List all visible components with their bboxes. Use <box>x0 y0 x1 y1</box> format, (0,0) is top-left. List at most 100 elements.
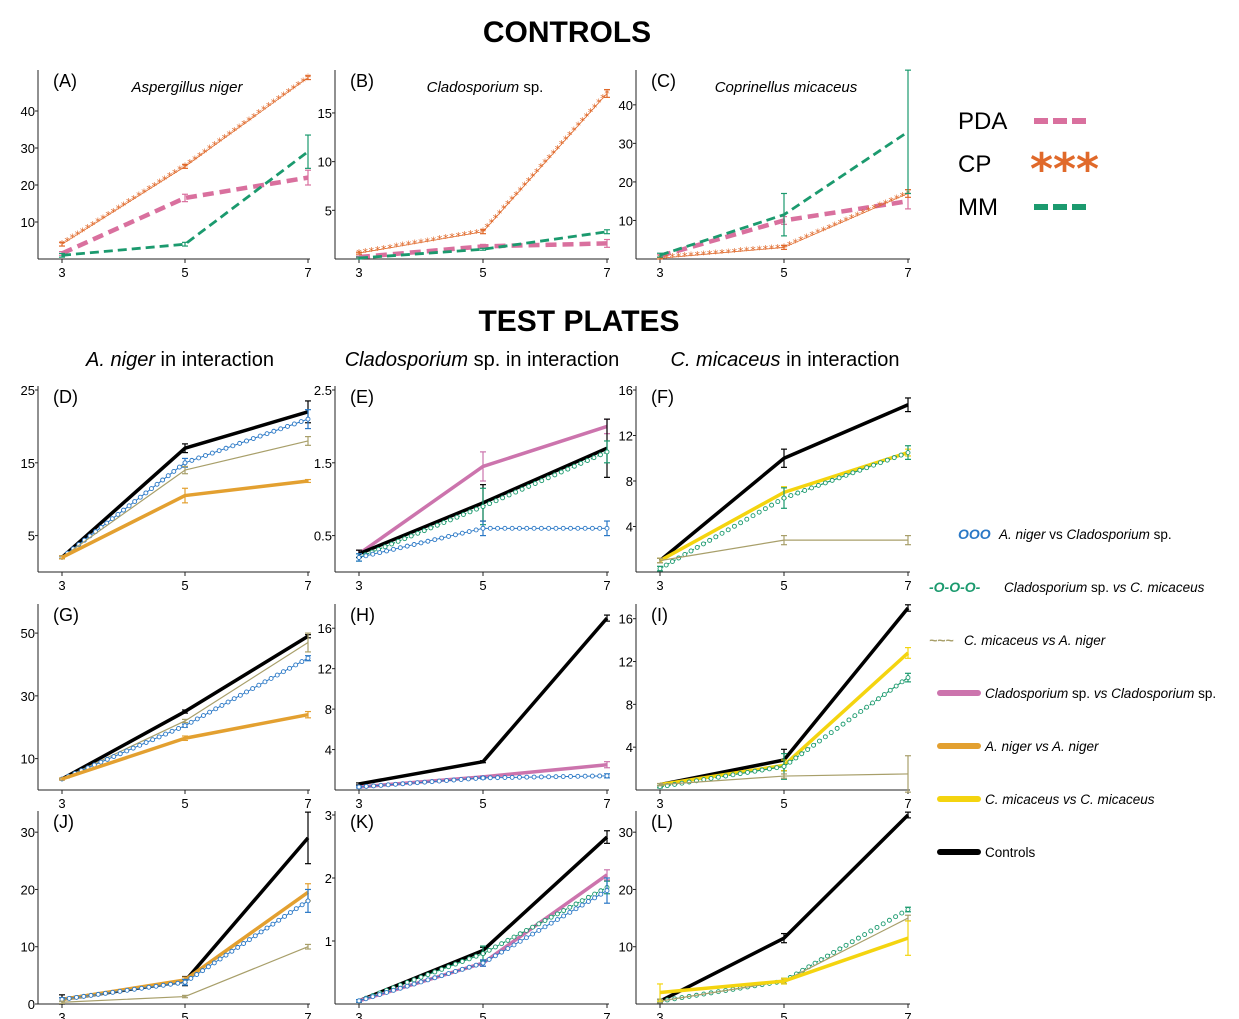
y-tick-label: 30 <box>21 825 35 840</box>
data-marker <box>425 538 431 544</box>
data-marker: * <box>212 139 218 152</box>
data-marker: * <box>866 205 872 218</box>
data-marker: * <box>162 173 168 186</box>
data-marker: * <box>241 118 247 131</box>
data-marker <box>582 525 588 531</box>
data-marker <box>264 431 270 437</box>
data-marker: * <box>775 242 781 255</box>
data-marker <box>560 774 566 780</box>
data-marker <box>663 562 669 568</box>
series-mm <box>59 134 311 258</box>
data-marker <box>738 520 744 526</box>
data-marker: * <box>542 157 548 170</box>
data-marker <box>124 748 130 754</box>
data-marker <box>459 959 465 964</box>
x-tick-label: 5 <box>181 578 188 593</box>
data-marker: * <box>369 245 375 258</box>
data-marker <box>130 745 136 751</box>
column-heading: C. micaceus in interaction <box>671 349 900 371</box>
data-marker: * <box>756 244 762 257</box>
data-marker <box>385 782 391 788</box>
data-marker: * <box>763 243 769 256</box>
data-marker <box>422 779 428 785</box>
data-marker <box>480 951 486 957</box>
data-marker <box>299 659 305 665</box>
data-marker <box>505 946 511 952</box>
data-marker: * <box>295 79 301 92</box>
x-tick-label: 7 <box>904 1010 911 1019</box>
data-marker <box>834 725 840 731</box>
series-line <box>61 479 309 560</box>
y-tick-label: 25 <box>21 383 35 398</box>
series-c-micaceus-vs-c-micaceus <box>657 920 911 1002</box>
data-marker <box>211 960 217 966</box>
data-marker <box>390 546 396 552</box>
data-marker <box>98 759 104 765</box>
legend-label: C. micaceus vs A. niger <box>964 633 1106 648</box>
data-marker <box>868 928 874 934</box>
data-marker <box>235 944 241 950</box>
data-marker <box>707 537 713 543</box>
data-marker <box>487 501 492 507</box>
data-marker <box>280 669 286 675</box>
data-marker <box>262 679 268 685</box>
data-marker <box>459 966 465 972</box>
data-marker <box>115 511 121 517</box>
data-marker <box>591 455 597 461</box>
series-c-micaceus-vs-a-niger <box>59 632 311 781</box>
data-marker <box>282 913 288 919</box>
x-tick-label: 5 <box>181 1010 188 1019</box>
x-tick-label: 7 <box>603 265 610 280</box>
data-marker <box>425 977 431 983</box>
data-marker <box>244 438 249 444</box>
series-line <box>659 813 910 1003</box>
series-mm <box>657 69 911 258</box>
data-marker: * <box>497 207 503 220</box>
data-marker: * <box>90 219 96 232</box>
x-tick-label: 7 <box>904 578 911 593</box>
x-tick-label: 5 <box>780 1010 787 1019</box>
x-tick-label: 3 <box>58 578 65 593</box>
data-marker <box>425 972 431 978</box>
data-marker <box>194 716 200 722</box>
y-tick-label: 30 <box>21 141 35 156</box>
data-marker <box>285 423 290 429</box>
data-marker <box>524 774 530 780</box>
data-marker <box>876 696 881 702</box>
x-tick-label: 3 <box>656 578 663 593</box>
data-marker <box>571 463 577 469</box>
legend-part: A. niger <box>998 527 1046 542</box>
data-marker: * <box>546 152 552 165</box>
data-marker <box>730 772 736 778</box>
y-tick-label: 15 <box>21 456 35 471</box>
panel-label: (H) <box>350 605 375 625</box>
data-marker <box>189 457 195 463</box>
data-marker: * <box>300 75 306 88</box>
legend-part: sp. <box>1194 686 1216 701</box>
data-marker: * <box>798 234 804 247</box>
data-marker <box>411 981 417 987</box>
data-marker <box>473 953 479 959</box>
y-tick-label: 2 <box>325 871 332 886</box>
data-marker: * <box>563 134 569 147</box>
data-marker: * <box>682 250 688 263</box>
panel-g: 10 30 50 3 5 7 (G) <box>21 604 312 811</box>
series-line <box>61 634 309 781</box>
data-marker: * <box>152 180 158 193</box>
data-marker <box>719 530 725 536</box>
data-marker <box>884 457 890 463</box>
series-controls <box>657 811 911 1004</box>
data-marker <box>548 914 554 920</box>
data-marker <box>509 774 515 780</box>
data-marker <box>893 683 899 689</box>
data-marker <box>418 540 424 546</box>
heading-italic: A. niger <box>85 349 156 371</box>
data-marker <box>505 937 511 943</box>
data-marker <box>163 731 169 737</box>
data-marker <box>370 551 376 557</box>
data-marker: * <box>286 86 292 99</box>
data-marker <box>526 483 532 489</box>
data-marker <box>156 734 162 740</box>
series-line <box>61 150 309 257</box>
data-marker <box>532 481 538 486</box>
